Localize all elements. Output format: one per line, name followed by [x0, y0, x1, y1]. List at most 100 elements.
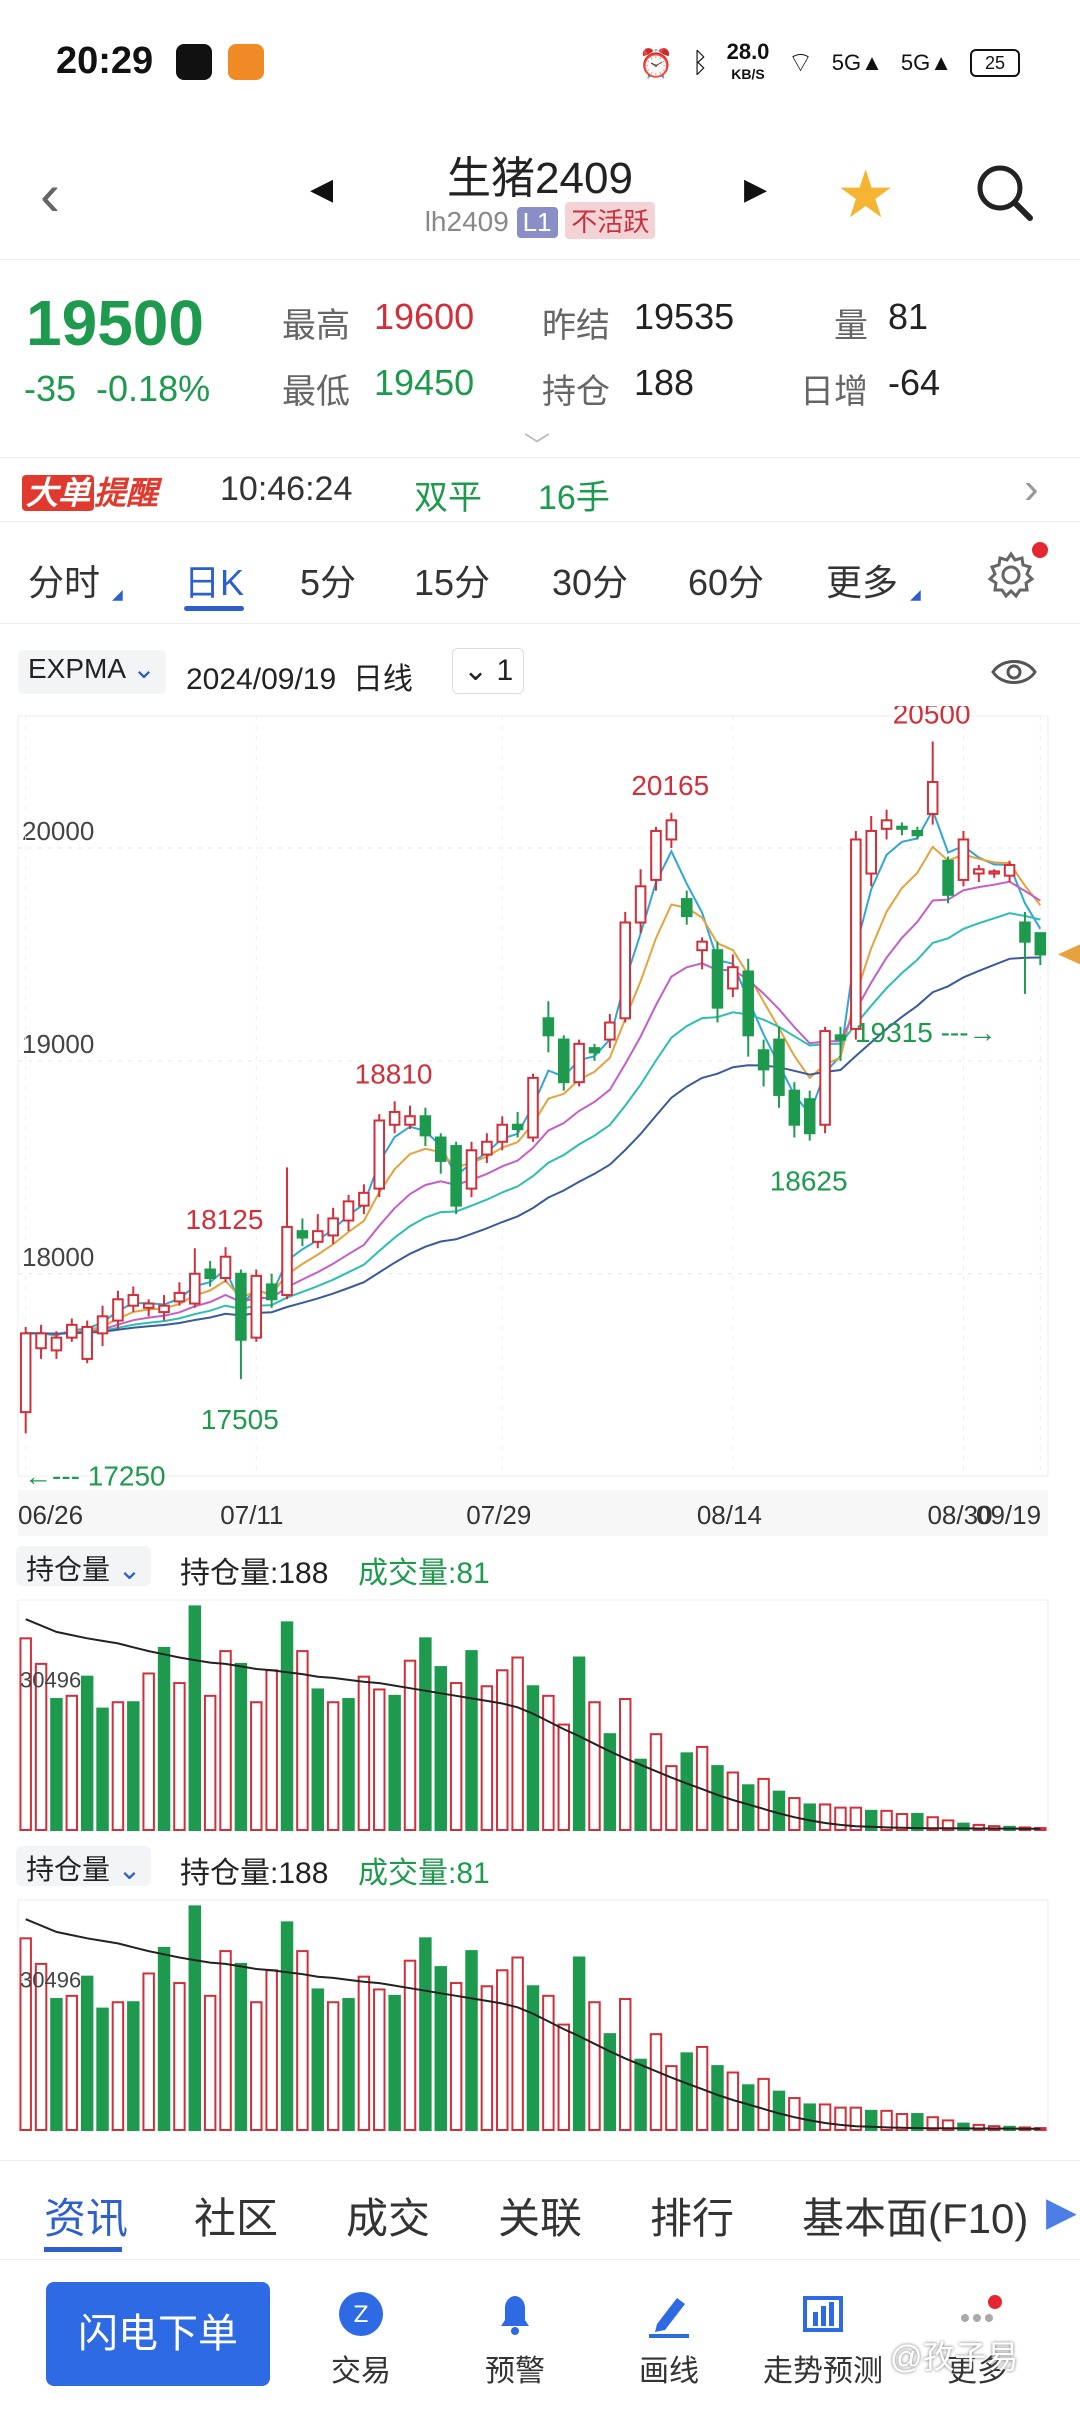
tab-5min[interactable]: 5分: [300, 562, 357, 603]
contract-header: ‹ ◀ 生猪2409 lh2409 L1 不活跃 ▶ ★: [0, 130, 1080, 260]
volume-bar: [849, 2106, 863, 2131]
candle: [773, 1026, 785, 1108]
prev-contract-button[interactable]: ◀: [310, 173, 334, 206]
draw-button[interactable]: 画线: [604, 2290, 734, 2390]
x-tick-label: 06/26: [18, 1500, 83, 1530]
volume-bar: [250, 2001, 263, 2131]
volume-axis-label: 30496: [20, 1667, 81, 1692]
x-tick-label: 08/30: [927, 1500, 992, 1530]
candle: [419, 1107, 432, 1147]
tab-intraday[interactable]: 分时: [28, 562, 101, 603]
next-contract-button[interactable]: ▶: [744, 173, 768, 206]
candle: [742, 958, 754, 1057]
tab-30min[interactable]: 30分: [552, 562, 629, 603]
forecast-button[interactable]: 走势预测: [758, 2290, 888, 2390]
scroll-right-icon[interactable]: ▶: [1046, 2190, 1077, 2234]
high-value: 19600: [374, 296, 475, 337]
volume-bar: [818, 2103, 832, 2131]
volume-bar: [741, 1784, 755, 1831]
price-annotation: 17505: [201, 1404, 279, 1435]
candle: [604, 1014, 616, 1049]
favorite-star-icon[interactable]: ★: [836, 157, 896, 231]
more-button[interactable]: 更多: [912, 2290, 1042, 2390]
volume-indicator-select-2[interactable]: 持仓量 ⌄: [16, 1846, 152, 1886]
candle: [834, 1026, 847, 1061]
pen-icon: [649, 2298, 689, 2338]
volume-bar: [173, 1682, 186, 1831]
volume-bar: [373, 1688, 386, 1831]
tab-trades[interactable]: 成交: [346, 2195, 431, 2242]
volume-bar: [941, 2119, 955, 2132]
volume-indicator-select[interactable]: 持仓量 ⌄: [16, 1546, 152, 1586]
volume-bar: [711, 2065, 724, 2132]
big-order-alert[interactable]: 大单 提醒 10:46:24 双平 16手 ›: [0, 458, 1080, 522]
indicator-row: EXPMA ⌄ 2024/09/19 日线 ⌄ 1: [0, 640, 1080, 706]
volume-bar: [895, 2113, 909, 2131]
candle: [803, 1090, 816, 1141]
tab-15min[interactable]: 15分: [414, 562, 491, 603]
alert-logo: 大单 提醒: [22, 468, 158, 511]
volume-bar: [188, 1605, 202, 1832]
volume-bar: [619, 1698, 632, 1832]
watermark: @孜子易: [890, 2339, 1019, 2375]
eye-icon[interactable]: [990, 652, 1038, 692]
volume-bar: [142, 1672, 155, 1831]
app-notification-icon: [228, 44, 264, 80]
volume-bar: [603, 1733, 617, 1832]
volume-bar: [111, 2001, 125, 2131]
tab-fundamentals[interactable]: 基本面(F10): [802, 2195, 1029, 2242]
volume-bar: [311, 1988, 325, 2131]
alert-quantity: 16手: [538, 479, 610, 517]
wifi-icon: ⌔: [787, 46, 814, 78]
candle: [988, 869, 1000, 878]
tab-more[interactable]: 更多: [826, 562, 899, 603]
trade-button[interactable]: Z 交易: [296, 2290, 426, 2390]
gear-icon[interactable]: [986, 550, 1036, 600]
volume-chart-2[interactable]: 30496: [0, 1890, 1080, 2140]
expand-chevron-icon[interactable]: ﹀: [524, 431, 551, 461]
alert-button[interactable]: 预警: [450, 2290, 580, 2390]
flash-order-button[interactable]: 闪电下单: [46, 2282, 270, 2386]
tab-news[interactable]: 资讯: [44, 2195, 129, 2242]
contract-code: lh2409: [424, 206, 509, 237]
bar-count-select[interactable]: ⌄ 1: [452, 648, 525, 694]
x-axis-band: [18, 1490, 1048, 1536]
candle: [973, 865, 985, 883]
volume-bar: [864, 2109, 878, 2131]
candle: [896, 822, 908, 836]
notification-dot: [1032, 542, 1048, 558]
open-interest-line: [25, 1618, 1041, 1830]
chevron-right-icon[interactable]: ›: [1024, 464, 1039, 513]
candle: [173, 1282, 186, 1306]
volume-bar: [496, 1969, 509, 2132]
open-interest-value: 188: [634, 362, 695, 403]
bluetooth-icon: ᛒ: [691, 47, 709, 78]
tab-60min[interactable]: 60分: [688, 562, 765, 603]
tab-intraday-caret-icon: ◢: [112, 586, 123, 602]
candle: [358, 1184, 370, 1215]
tab-related[interactable]: 关联: [498, 2195, 583, 2242]
volume-bar: [803, 1803, 816, 1831]
more-icon: [961, 2295, 1002, 2322]
volume-chart[interactable]: 30496: [0, 1590, 1080, 1840]
volume-bar: [772, 2090, 786, 2132]
tab-community[interactable]: 社区: [194, 2195, 279, 2242]
trade-icon: Z: [339, 2292, 383, 2336]
candle: [1003, 860, 1016, 883]
tab-ranking[interactable]: 排行: [650, 2195, 735, 2242]
search-icon[interactable]: [972, 160, 1036, 224]
prev-settle-value: 19535: [634, 296, 735, 337]
volume-bar: [480, 1985, 494, 2131]
volume-bar: [419, 1637, 432, 1832]
tab-daily-k[interactable]: 日K: [184, 562, 245, 603]
volume-axis-label: 30496: [20, 1967, 81, 1992]
volume-bar: [449, 1982, 463, 2131]
level-badge: L1: [516, 207, 558, 238]
back-button[interactable]: ‹: [40, 161, 60, 228]
tab-more-caret-icon: ◢: [910, 586, 921, 602]
volume-bar: [388, 1694, 401, 1832]
volume-readout: 成交量:81: [358, 1557, 490, 1590]
candlestick-chart[interactable]: 18000 19000 20000 06/26 07/11 07/29 08/14 08/30…: [0, 706, 1080, 1536]
indicator-select[interactable]: EXPMA ⌄: [18, 650, 166, 694]
volume-bar: [665, 2065, 678, 2132]
